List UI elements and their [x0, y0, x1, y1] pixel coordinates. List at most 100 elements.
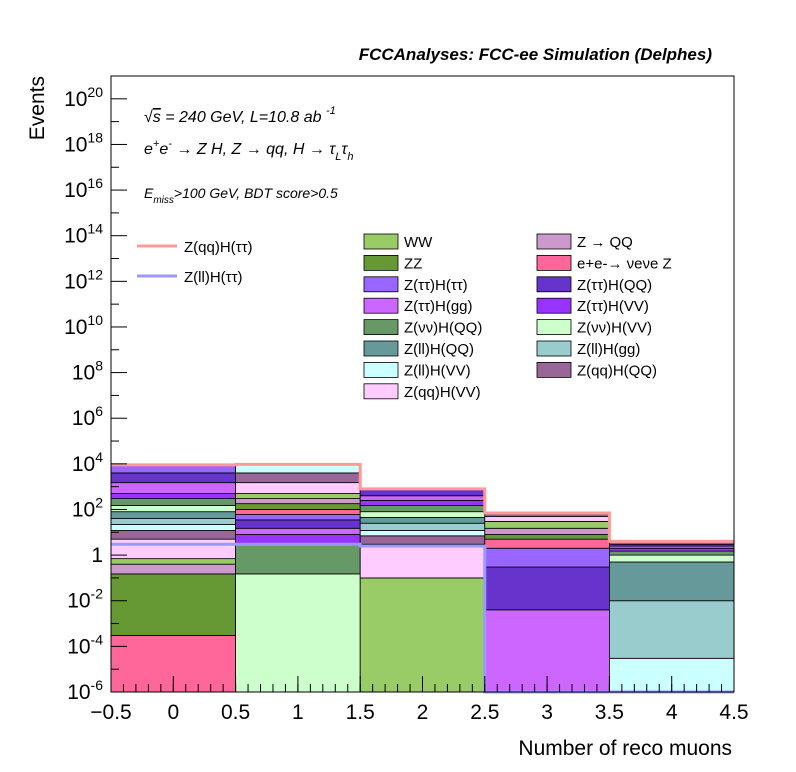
y-tick-label: 1016: [64, 175, 103, 202]
stack-segment: [110, 482, 236, 494]
y-tick-label: 10-2: [67, 586, 103, 613]
y-tick-label: 1012: [64, 266, 103, 293]
stack-segment: [110, 573, 236, 636]
x-tick-label: 2: [417, 701, 429, 724]
legend-label: e+e-→ νeνe Z: [577, 255, 672, 272]
stack-segment: [609, 550, 735, 556]
legend-label: ZZ: [404, 255, 422, 272]
stack-segment: [235, 519, 361, 529]
y-tick-label: 108: [72, 358, 103, 385]
stack-segment: [110, 518, 236, 525]
legend-swatch: [536, 233, 572, 250]
stack-segment: [484, 527, 610, 535]
legend-label: Z(νν)H(VV): [577, 320, 652, 337]
stack-segment: [235, 514, 361, 521]
x-tick-label: 0: [167, 701, 179, 724]
stack-segment: [359, 522, 486, 531]
legend-swatch: [363, 361, 399, 378]
legend-swatch: [363, 383, 399, 400]
legend-swatch: [363, 319, 399, 336]
legend-swatch: [363, 254, 399, 271]
stack-segment: [359, 505, 486, 513]
stack-segment: [235, 493, 361, 499]
annotation-energy: √s = 240 GeV, L=10.8 ab -1: [144, 105, 336, 126]
stack-segment: [110, 538, 236, 560]
stack-segment: [235, 503, 361, 510]
legend-swatch: [363, 233, 399, 250]
legend-label: Z(ll)H(QQ): [404, 341, 474, 358]
x-tick-label: −0.5: [90, 701, 131, 724]
stack-segment: [359, 516, 486, 524]
y-tick-label: 10-4: [67, 631, 103, 658]
stack-segment: [110, 511, 236, 519]
y-axis-label: Events: [26, 76, 49, 140]
legend-label: Z(ll)H(gg): [577, 341, 640, 358]
legend-swatch: [363, 276, 399, 293]
y-tick-label: 106: [72, 403, 103, 430]
x-tick-label: 3: [541, 701, 553, 724]
legend-swatch: [363, 297, 399, 314]
stack-segment: [235, 509, 361, 515]
y-tick-label: 10-6: [67, 677, 103, 704]
y-tick-label: 1014: [64, 221, 103, 248]
chart-title: FCCAnalyses: FCC-ee Simulation (Delphes): [359, 45, 713, 64]
legend-label: Z(ττ)H(gg): [404, 298, 473, 315]
stack-segment: [235, 573, 361, 693]
stack-segment: [235, 527, 361, 535]
legend-label: Z(ττ)H(ττ): [404, 277, 468, 294]
process-text: e+e- → Z H, Z → qq, H → τLτh: [144, 138, 354, 163]
annotation-cut: Emiss>100 GeV, BDT score>0.5: [144, 185, 338, 206]
signal-line: [111, 462, 734, 543]
stack-segment: [110, 558, 236, 565]
legend-label: Z(ll)H(VV): [404, 362, 471, 379]
annotation-process: e+e- → Z H, Z → qq, H → τLτh: [144, 138, 354, 163]
y-tick-label: 104: [72, 449, 103, 476]
stack-segment: [110, 493, 236, 499]
x-tick-label: 0.5: [221, 701, 250, 724]
legend-label: Z → QQ: [577, 234, 633, 251]
stack-segment: [235, 472, 361, 484]
stack-segment: [110, 505, 236, 513]
stack-segment: [110, 498, 236, 506]
legend-label: Z(νν)H(QQ): [404, 320, 482, 337]
legend-swatch: [536, 254, 572, 271]
legend-signal-label: Z(qq)H(ττ): [184, 239, 253, 256]
stack-segment: [484, 538, 610, 549]
stack-segment: [110, 472, 236, 484]
x-tick-label: 3.5: [595, 701, 624, 724]
y-tick-label: 1: [91, 544, 103, 567]
y-tick-label: 1018: [64, 129, 103, 156]
stack-segment: [484, 515, 610, 522]
x-tick-label: 1.5: [346, 701, 375, 724]
legend-label: Z(qq)H(QQ): [577, 362, 657, 379]
stack-segment: [609, 600, 735, 659]
legend-swatch: [536, 340, 572, 357]
y-tick-label: 1020: [64, 84, 103, 111]
x-axis-label: Number of reco muons: [518, 737, 732, 760]
stack-segment: [235, 482, 361, 494]
legend-signal-label: Z(ll)H(ττ): [184, 269, 243, 286]
y-tick-label: 1010: [64, 312, 103, 339]
stack-segment: [359, 530, 486, 537]
stack-segment: [110, 530, 236, 540]
stack-segment: [609, 554, 735, 563]
x-tick-label: 4: [666, 701, 678, 724]
legend-swatch: [536, 361, 572, 378]
stack-segment: [359, 495, 486, 501]
stack-segment: [235, 543, 361, 575]
stack-segment: [235, 498, 361, 505]
legend-label: Z(ττ)H(VV): [577, 298, 649, 315]
stack-layer: [110, 463, 735, 693]
legend-swatch: [536, 319, 572, 336]
stack-segment: [359, 500, 486, 506]
y-tick-label: 102: [72, 494, 103, 521]
stack-segment: [359, 543, 486, 579]
energy-text: √s = 240 GeV, L=10.8 ab -1: [144, 105, 336, 126]
stack-segment: [609, 547, 735, 552]
legend-label: WW: [404, 234, 433, 251]
legend-label: Z(ττ)H(QQ): [577, 277, 652, 294]
stack-segment: [110, 524, 236, 531]
cut-text: Emiss>100 GeV, BDT score>0.5: [144, 185, 338, 206]
x-tick-label: 4.5: [719, 701, 748, 724]
